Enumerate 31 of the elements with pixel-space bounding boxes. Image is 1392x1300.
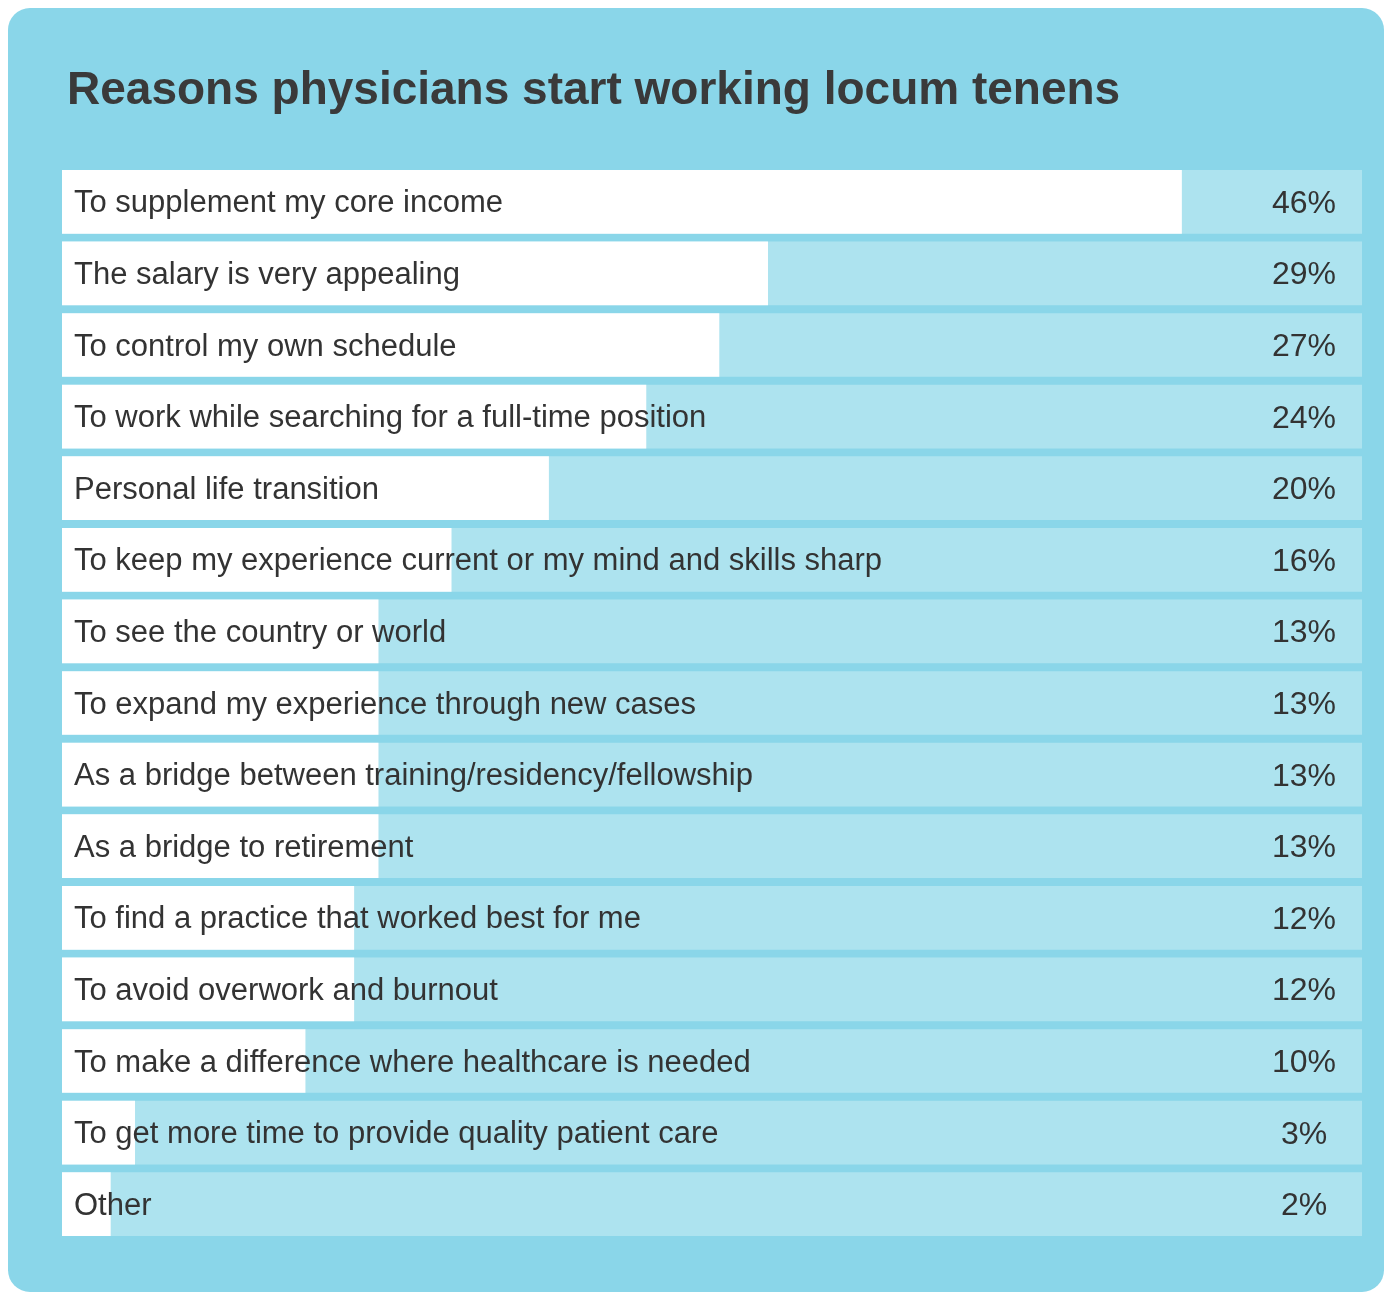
data-label: 16% <box>1271 541 1337 578</box>
data-label: 13% <box>1271 828 1337 865</box>
data-label: 29% <box>1271 255 1337 292</box>
y-tick-label: To control my own schedule <box>74 327 457 363</box>
y-tick-label: To supplement my core income <box>74 184 504 220</box>
data-label: 12% <box>1271 899 1337 936</box>
data-label: 13% <box>1271 756 1337 793</box>
data-label: 24% <box>1271 398 1337 435</box>
data-label: 27% <box>1271 327 1337 363</box>
y-tick-label: To avoid overwork and burnout <box>74 971 499 1007</box>
data-label: 2% <box>1280 1186 1328 1223</box>
y-tick-label: To keep my experience current or my mind and skills sharp <box>74 542 883 578</box>
y-tick-label: Other <box>74 1186 152 1222</box>
y-tick-label: The salary is very appealing <box>74 255 460 291</box>
data-label: 13% <box>1271 613 1337 650</box>
y-tick-label: To get more time to provide quality patient care <box>74 1115 719 1151</box>
y-tick-label: Personal life transition <box>74 470 379 506</box>
y-tick-label: To see the country or world <box>74 613 447 649</box>
data-label: 3% <box>1280 1114 1328 1151</box>
data-label: 10% <box>1271 1043 1337 1079</box>
y-tick-label: To make a difference where healthcare is needed <box>74 1043 751 1079</box>
data-label: 12% <box>1271 971 1337 1008</box>
y-tick-label: As a bridge to retirement <box>74 828 414 864</box>
data-label: 13% <box>1271 685 1337 721</box>
chart-title: Reasons physicians start working locum tenens <box>67 62 1121 114</box>
y-tick-label: As a bridge between training/residency/fellowship <box>74 757 753 793</box>
y-tick-label: To find a practice that worked best for me <box>74 900 641 936</box>
data-label: 20% <box>1271 470 1337 507</box>
y-tick-label: To work while searching for a full-time position <box>74 399 707 435</box>
data-label: 46% <box>1271 183 1337 220</box>
y-tick-label: To expand my experience through new cases <box>74 685 697 721</box>
